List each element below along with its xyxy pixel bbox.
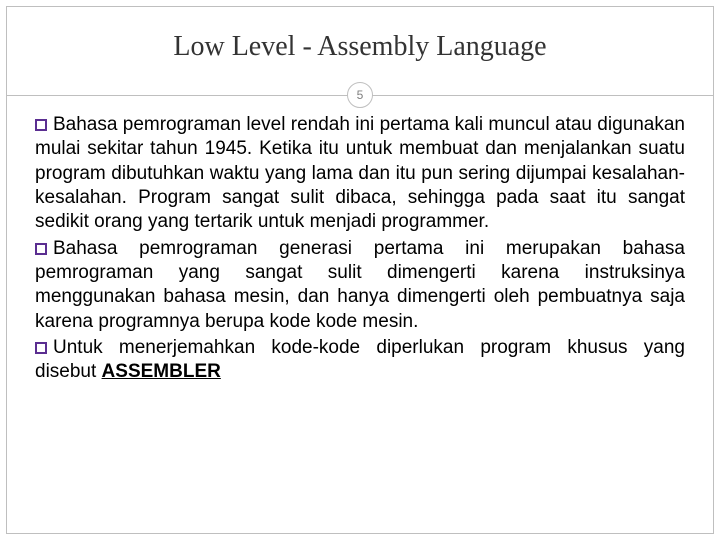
bullet-item: Bahasa pemrograman generasi pertama ini … — [35, 237, 685, 334]
bullet-item: Bahasa pemrograman level rendah ini pert… — [35, 113, 685, 235]
square-bullet-icon — [35, 342, 47, 354]
slide-content: Bahasa pemrograman level rendah ini pert… — [7, 113, 713, 406]
slide-frame: Low Level - Assembly Language 5 Bahasa p… — [6, 6, 714, 534]
bullet-text: Bahasa pemrograman level rendah ini pert… — [35, 114, 685, 232]
title-divider: 5 — [7, 81, 713, 109]
bullet-text: Bahasa pemrograman generasi pertama ini … — [35, 238, 685, 332]
square-bullet-icon — [35, 119, 47, 131]
page-number-badge: 5 — [347, 82, 373, 108]
bold-term: ASSEMBLER — [102, 361, 221, 382]
bullet-item: Untuk menerjemahkan kode-kode diperlukan… — [35, 336, 685, 385]
square-bullet-icon — [35, 243, 47, 255]
slide-title: Low Level - Assembly Language — [7, 7, 713, 81]
